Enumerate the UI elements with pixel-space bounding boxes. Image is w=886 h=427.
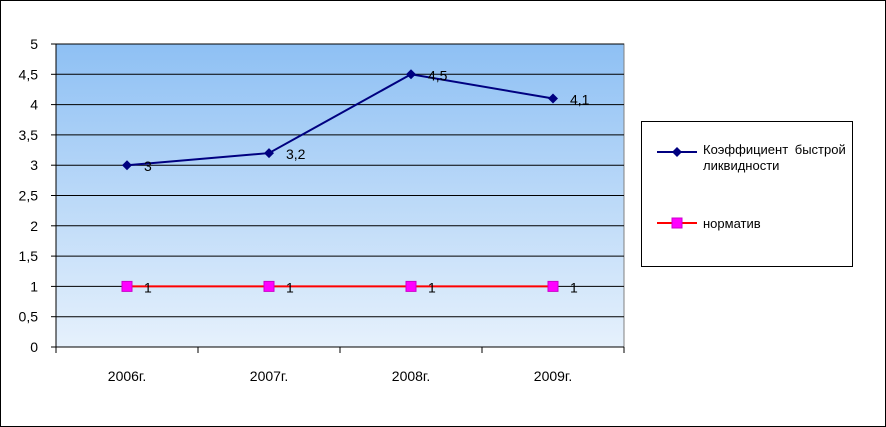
data-labels: 3 3,2 4,5 4,1 1 1 1 1	[144, 67, 590, 295]
data-label: 1	[570, 279, 578, 295]
axes	[51, 43, 625, 353]
x-tick-label: 2007г.	[250, 368, 288, 384]
legend-label-series-1: Коэффициент быстрой ликвидности	[703, 142, 846, 173]
y-tick-label: 4,5	[19, 66, 39, 82]
y-tick-label: 2,5	[19, 188, 39, 204]
y-tick-label: 0,5	[19, 309, 39, 325]
legend: Коэффициент быстрой ликвидности норматив	[641, 121, 853, 267]
y-tick-label: 3	[30, 157, 38, 173]
square-marker	[121, 280, 133, 292]
square-marker-icon	[657, 217, 697, 229]
data-label: 3	[144, 158, 152, 174]
y-axis-tick-labels: 0 0,5 1 1,5 2 2,5 3 3,5 4 4,5 5	[19, 36, 39, 355]
square-marker	[263, 280, 275, 292]
y-tick-label: 5	[30, 36, 38, 52]
data-label: 1	[286, 279, 294, 295]
y-tick-label: 1,5	[19, 248, 39, 264]
y-tick-label: 0	[30, 339, 38, 355]
square-marker	[405, 280, 417, 292]
diamond-marker	[406, 69, 416, 80]
series-group	[121, 69, 559, 292]
series-line	[126, 73, 554, 167]
y-tick-label: 2	[30, 218, 38, 234]
data-label: 1	[428, 279, 436, 295]
x-axis-tick-labels: 2006г. 2007г. 2008г. 2009г.	[108, 368, 572, 384]
y-tick-label: 1	[30, 278, 38, 294]
diamond-marker	[264, 148, 274, 159]
y-tick-label: 3,5	[19, 127, 39, 143]
data-label: 3,2	[286, 146, 306, 162]
data-label: 4,1	[570, 92, 590, 108]
x-tick-label: 2009г.	[534, 368, 572, 384]
x-tick-label: 2008г.	[392, 368, 430, 384]
data-label: 4,5	[428, 67, 448, 83]
x-tick-label: 2006г.	[108, 368, 146, 384]
diamond-marker-icon	[657, 147, 697, 157]
y-tick-label: 4	[30, 97, 38, 113]
square-marker	[547, 280, 559, 292]
data-label: 1	[144, 279, 152, 295]
diamond-marker	[122, 160, 132, 171]
legend-label-series-2: норматив	[703, 216, 761, 231]
diamond-marker	[548, 93, 558, 104]
